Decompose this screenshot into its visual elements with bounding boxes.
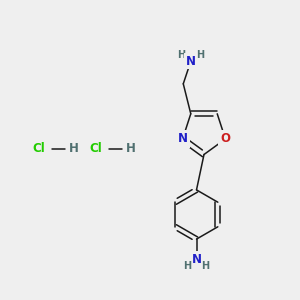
Text: H: H [126, 142, 135, 155]
Text: Cl: Cl [90, 142, 102, 155]
Text: H: H [177, 50, 185, 60]
Text: N: N [178, 133, 188, 146]
Text: N: N [191, 253, 202, 266]
Text: H: H [201, 261, 210, 271]
Text: N: N [186, 55, 196, 68]
Text: O: O [220, 133, 230, 146]
Text: H: H [183, 261, 192, 271]
Text: H: H [69, 142, 78, 155]
Text: H: H [196, 50, 204, 60]
Text: Cl: Cl [33, 142, 45, 155]
